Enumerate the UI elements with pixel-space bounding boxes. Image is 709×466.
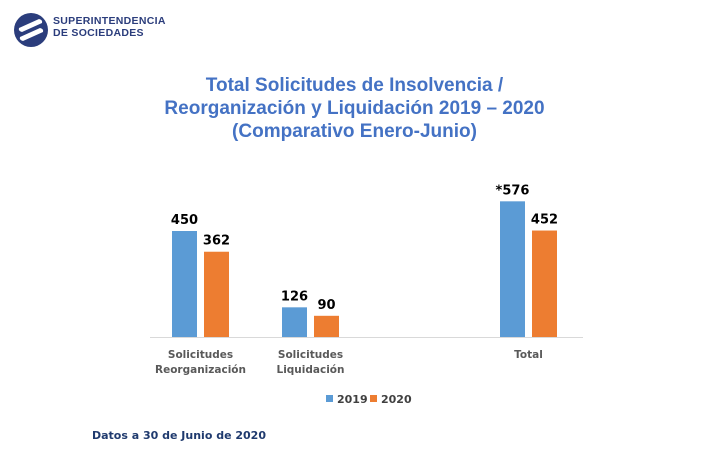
bar-2019-1: [282, 307, 307, 337]
data-label-2019-0: 450: [171, 213, 198, 228]
brand-line-1: SUPERINTENDENCIA: [53, 15, 166, 27]
brand-line-2: DE SOCIEDADES: [53, 27, 144, 39]
data-label-2019-2: *576: [496, 183, 530, 198]
bar-2019-0: [172, 231, 197, 337]
data-label-2020-0: 362: [203, 234, 230, 249]
x-tick-label-1-0: Solicitudes: [278, 349, 343, 361]
data-label-2019-1: 126: [281, 289, 308, 304]
bar-2020-2: [532, 230, 557, 337]
bar-2020-1: [314, 315, 339, 337]
data-date-footnote: Datos a 30 de Junio de 2020: [92, 429, 266, 442]
superintendencia-logo-icon: [14, 13, 48, 47]
chart-title-line-3: (Comparativo Enero-Junio): [232, 121, 477, 142]
x-tick-label-1-1: Liquidación: [277, 364, 345, 376]
x-tick-label-0-1: Reorganización: [155, 364, 246, 376]
legend-swatch-2019: [326, 395, 333, 402]
x-tick-label-0-0: Solicitudes: [168, 349, 233, 361]
legend-label-2019: 2019: [337, 393, 368, 406]
chart-title: Total Solicitudes de Insolvencia / Reorg…: [0, 74, 709, 143]
bar-2019-2: [500, 201, 525, 337]
legend-label-2020: 2020: [381, 393, 412, 406]
data-label-2020-1: 90: [317, 298, 335, 313]
legend-swatch-2020: [370, 395, 377, 402]
bar-2020-0: [204, 251, 229, 337]
x-tick-label-2-0: Total: [514, 349, 543, 361]
data-label-2020-2: 452: [531, 213, 558, 228]
brand-name: SUPERINTENDENCIA DE SOCIEDADES: [53, 15, 166, 39]
chart-title-line-2: Reorganización y Liquidación 2019 – 2020: [164, 98, 545, 119]
chart-title-line-1: Total Solicitudes de Insolvencia /: [205, 75, 504, 96]
